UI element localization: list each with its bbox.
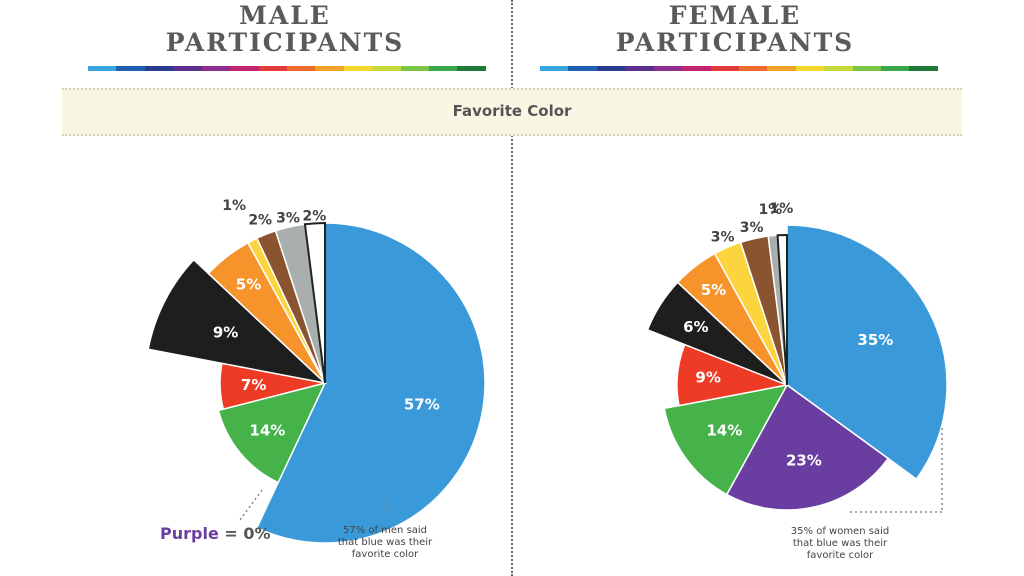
- rainbow-segment: [315, 66, 344, 71]
- rainbow-segment: [429, 66, 458, 71]
- male-slice-black: [147, 258, 328, 385]
- rainbow-segment: [738, 66, 768, 71]
- male-slice-green: [217, 381, 327, 484]
- purple-value: = 0%: [218, 524, 271, 543]
- female-slice-purple: [725, 383, 890, 511]
- rainbow-segment: [881, 66, 910, 71]
- rainbow-segment: [343, 66, 373, 71]
- male-label-yellow: 1%: [222, 198, 246, 214]
- female-blue-note: 35% of women said that blue was their fa…: [770, 526, 910, 562]
- rainbow-segment: [400, 66, 430, 71]
- female-label-gray: 1%: [758, 202, 782, 218]
- rainbow-segment: [767, 66, 796, 71]
- female-label-red: 9%: [695, 369, 720, 387]
- male-label-orange: 5%: [236, 275, 261, 293]
- male-title: MALE PARTICIPANTS: [70, 2, 500, 56]
- rainbow-segment: [653, 66, 683, 71]
- rainbow-segment: [144, 66, 174, 71]
- rainbow-segment: [540, 66, 569, 71]
- female-title-line2: PARTICIPANTS: [615, 28, 855, 57]
- male-note-line: favorite color: [351, 549, 419, 560]
- rainbow-segment: [909, 66, 938, 71]
- rainbow-segment: [201, 66, 231, 71]
- rainbow-segment: [625, 66, 654, 71]
- male-title-line1: MALE: [239, 1, 331, 30]
- rainbow-segment: [596, 66, 626, 71]
- female-label-purple: 23%: [786, 452, 822, 470]
- purple-zero-note: Purple = 0%: [160, 524, 271, 543]
- male-label-white: 2%: [303, 208, 327, 224]
- banner-label: Favorite Color: [452, 102, 572, 120]
- male-note-line: that blue was their: [337, 537, 433, 548]
- favorite-color-banner: Favorite Color: [62, 88, 962, 136]
- male-label-brown: 2%: [248, 212, 272, 228]
- rainbow-segment: [568, 66, 597, 71]
- male-label-blue: 57%: [404, 396, 440, 414]
- male-slice-white: [303, 221, 326, 384]
- female-label-brown: 3%: [740, 220, 764, 236]
- rainbow-segment: [88, 66, 117, 71]
- rainbow-segment: [682, 66, 711, 71]
- female-label-green: 14%: [706, 422, 742, 440]
- female-label-orange: 5%: [701, 281, 726, 299]
- rainbow-segment: [710, 66, 739, 71]
- female-rainbow-bar: [540, 66, 938, 71]
- rainbow-segment: [372, 66, 401, 71]
- male-note-line: 57% of men said: [342, 525, 428, 536]
- male-label-black: 9%: [213, 323, 238, 341]
- male-rainbow-bar: [88, 66, 486, 71]
- female-slice-white: [776, 233, 788, 386]
- rainbow-segment: [795, 66, 825, 71]
- purple-word: Purple: [160, 524, 219, 543]
- male-label-green: 14%: [249, 422, 285, 440]
- female-note-line: favorite color: [806, 550, 874, 561]
- male-title-line2: PARTICIPANTS: [165, 28, 405, 57]
- purple-note-leader: [239, 489, 263, 521]
- male-label-gray: 3%: [276, 210, 300, 226]
- center-divider: [511, 0, 513, 576]
- female-slice-green: [663, 383, 789, 496]
- male-label-red: 7%: [241, 376, 266, 394]
- female-label-black: 6%: [683, 318, 708, 336]
- female-label-blue: 35%: [857, 331, 893, 349]
- male-slice-blue: [255, 222, 486, 544]
- rainbow-segment: [258, 66, 287, 71]
- female-title-line1: FEMALE: [668, 1, 802, 30]
- female-label-yellow: 3%: [711, 229, 735, 245]
- female-note-line: that blue was their: [792, 538, 888, 549]
- rainbow-segment: [116, 66, 145, 71]
- rainbow-segment: [286, 66, 316, 71]
- female-title: FEMALE PARTICIPANTS: [520, 2, 950, 56]
- male-blue-note: 57% of men said that blue was their favo…: [320, 525, 450, 561]
- rainbow-segment: [852, 66, 882, 71]
- rainbow-segment: [824, 66, 853, 71]
- female-slice-blue: [786, 224, 948, 481]
- female-note-line: 35% of women said: [790, 526, 890, 537]
- rainbow-segment: [173, 66, 202, 71]
- female-label-white: 1%: [770, 201, 794, 217]
- male-note-leader: [384, 494, 389, 521]
- rainbow-segment: [230, 66, 259, 71]
- rainbow-segment: [457, 66, 486, 71]
